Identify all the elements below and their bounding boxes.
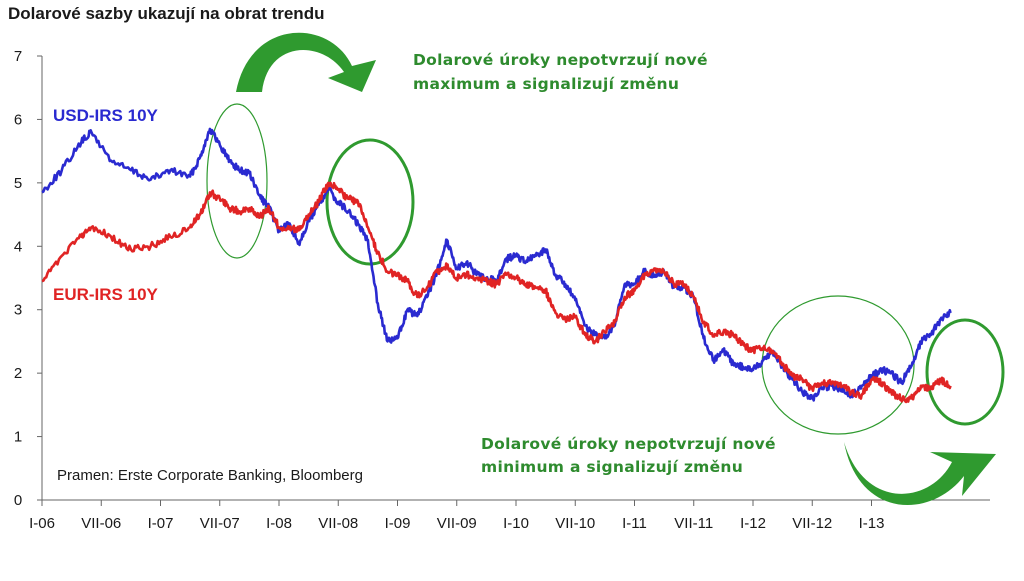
highlight-ellipse-2008 <box>325 138 415 266</box>
x-tick-label: VII-07 <box>200 515 240 532</box>
series-label-usd: USD-IRS 10Y <box>53 106 159 125</box>
series-label-eur: EUR-IRS 10Y <box>53 285 159 304</box>
chart-axes: 0 1 2 3 4 5 6 7 I-06 VII-06 I-07 VII-07 I-08 VII-08 I-… <box>14 48 990 532</box>
x-tick-label: VII-10 <box>555 515 595 532</box>
x-tick-label: VII-09 <box>437 515 477 532</box>
x-tick-label: VII-08 <box>318 515 358 532</box>
curved-arrow-down-icon <box>236 32 376 92</box>
highlight-ellipse-2013 <box>925 318 1005 426</box>
y-tick-label: 0 <box>14 492 22 509</box>
highlight-ellipses <box>206 103 1005 435</box>
curved-arrow-up-icon <box>844 442 996 506</box>
x-tick-label: I-12 <box>740 515 766 532</box>
x-tick-label: I-06 <box>29 515 55 532</box>
x-tick-label: I-07 <box>148 515 174 532</box>
chart-title: Dolarové sazby ukazují na obrat trendu <box>8 4 325 23</box>
x-tick-label: VII-06 <box>81 515 121 532</box>
y-tick-label: 5 <box>14 175 22 192</box>
annotation-top-line2: maximum a signalizují změnu <box>413 75 679 93</box>
highlight-ellipse-2007 <box>206 103 268 259</box>
x-tick-label: I-11 <box>622 515 647 532</box>
y-tick-label: 2 <box>14 365 22 382</box>
trend-arrows <box>236 32 996 506</box>
chart-labels: USD-IRS 10Y EUR-IRS 10Y Dolarové úroky nep… <box>53 51 776 484</box>
series-lines <box>41 127 952 404</box>
y-tick-label: 1 <box>14 429 22 446</box>
usd-irs-10y-line <box>41 127 952 402</box>
annotation-top-line1: Dolarové úroky nepotvrzují nové <box>413 51 708 69</box>
y-tick-label: 7 <box>14 48 22 65</box>
annotation-bottom-line2: minimum a signalizují změnu <box>481 458 743 476</box>
x-tick-label: I-08 <box>266 515 292 532</box>
x-tick-label: VII-11 <box>674 515 713 532</box>
y-tick-label: 6 <box>14 111 22 128</box>
source-note: Pramen: Erste Corporate Banking, Bloombe… <box>57 467 363 484</box>
x-tick-label: I-10 <box>503 515 529 532</box>
x-tick-label: I-09 <box>385 515 411 532</box>
x-tick-label: VII-12 <box>792 515 832 532</box>
y-tick-label: 4 <box>14 238 22 255</box>
y-tick-label: 3 <box>14 302 22 319</box>
x-tick-label: I-13 <box>859 515 885 532</box>
eur-irs-10y-line <box>41 181 952 404</box>
annotation-bottom-line1: Dolarové úroky nepotvrzují nové <box>481 435 776 453</box>
